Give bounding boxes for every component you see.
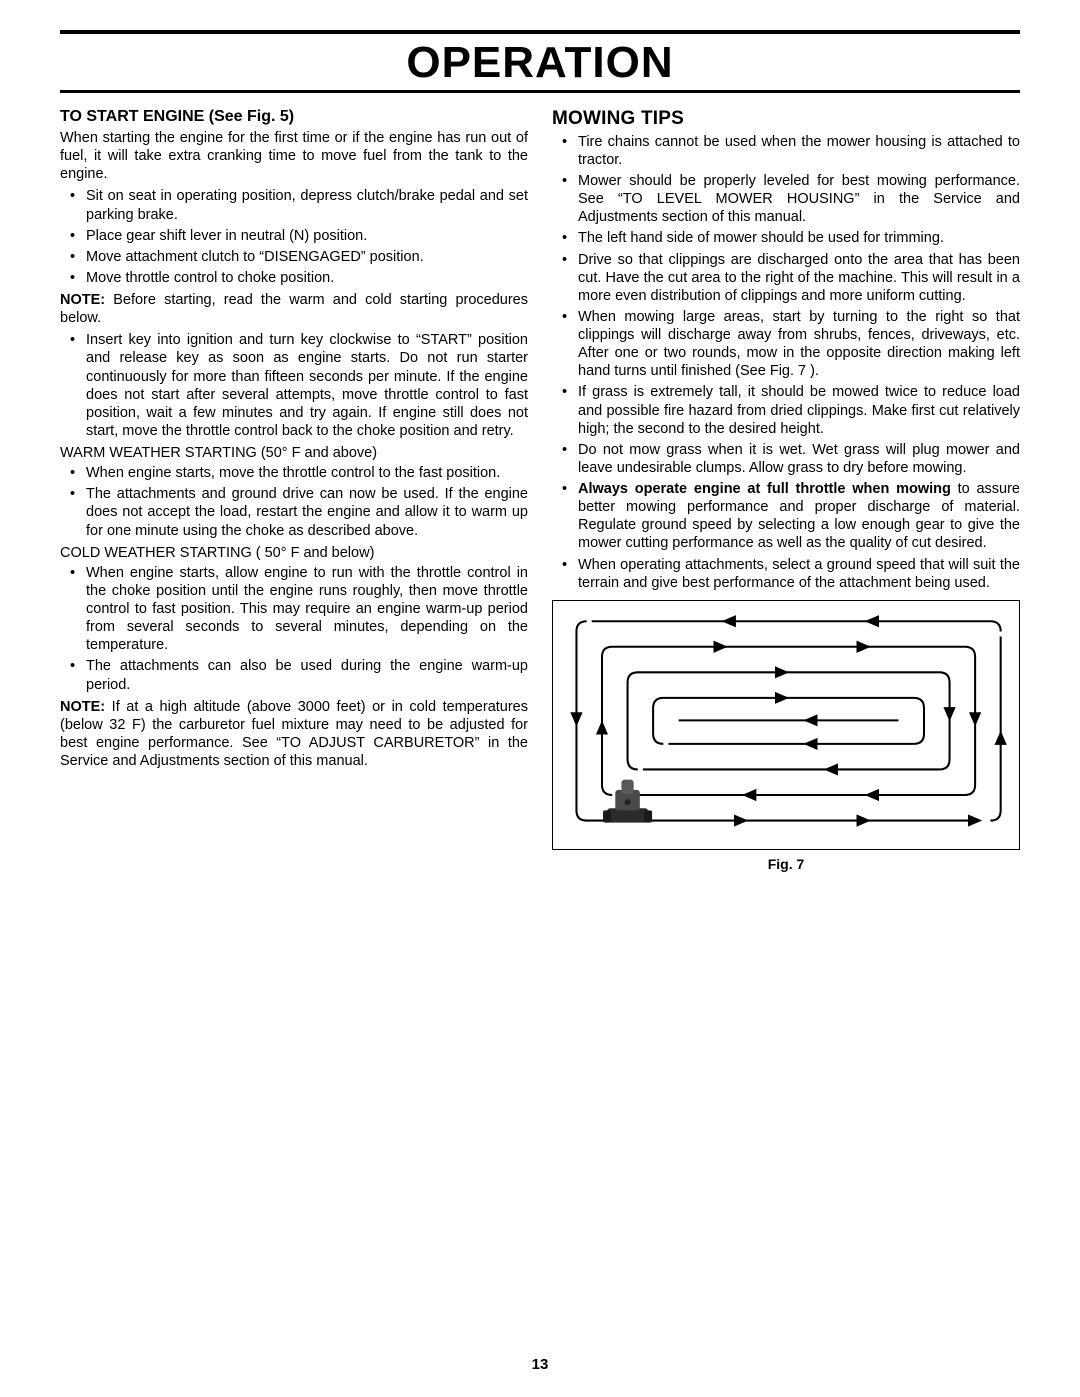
list-item: When engine starts, move the throttle co… [60,464,528,482]
list-item: Sit on seat in operating position, depre… [60,187,528,223]
cold-weather-heading: COLD WEATHER STARTING ( 50° F and below) [60,544,528,562]
start-engine-heading: TO START ENGINE (See Fig. 5) [60,107,528,127]
tip-bold: Always operate engine at full throttle w… [578,481,951,497]
list-item: The left hand side of mower should be us… [552,229,1020,247]
list-item: The attachments can also be used during … [60,657,528,693]
right-column: MOWING TIPS Tire chains cannot be used w… [552,107,1020,873]
list-item: Drive so that clippings are discharged o… [552,251,1020,305]
mower-icon [603,779,652,822]
list-item: Always operate engine at full throttle w… [552,480,1020,553]
list-item: Tire chains cannot be used when the mowe… [552,133,1020,169]
list-item: Insert key into ignition and turn key cl… [60,331,528,440]
two-column-layout: TO START ENGINE (See Fig. 5) When starti… [60,107,1020,873]
list-item: When engine starts, allow engine to run … [60,564,528,655]
top-rule [60,30,1020,34]
list-item: When operating attachments, select a gro… [552,556,1020,592]
list-item: Place gear shift lever in neutral (N) po… [60,227,528,245]
note-paragraph: NOTE: Before starting, read the warm and… [60,291,528,327]
page-number: 13 [0,1356,1080,1373]
warm-weather-list: When engine starts, move the throttle co… [60,464,528,540]
note-text: If at a high altitude (above 3000 feet) … [60,699,528,769]
mowing-tips-list: Tire chains cannot be used when the mowe… [552,133,1020,592]
list-item: Mower should be properly leveled for bes… [552,172,1020,226]
page-title: OPERATION [60,38,1020,88]
figure-caption: Fig. 7 [552,856,1020,874]
left-column: TO START ENGINE (See Fig. 5) When starti… [60,107,528,873]
list-item: Move throttle control to choke position. [60,269,528,287]
list-item: Do not mow grass when it is wet. Wet gra… [552,441,1020,477]
note-text: Before starting, read the warm and cold … [60,292,528,326]
list-item: When mowing large areas, start by turnin… [552,308,1020,381]
start-steps-list: Sit on seat in operating position, depre… [60,187,528,287]
note-label: NOTE: [60,699,105,715]
start-intro: When starting the engine for the first t… [60,129,528,183]
mowing-tips-heading: MOWING TIPS [552,107,1020,131]
mowing-pattern-diagram [561,611,1011,841]
note2-paragraph: NOTE: If at a high altitude (above 3000 … [60,698,528,771]
cold-weather-list: When engine starts, allow engine to run … [60,564,528,694]
list-item: The attachments and ground drive can now… [60,485,528,539]
figure-7-box [552,600,1020,850]
bottom-rule [60,90,1020,93]
warm-weather-heading: WARM WEATHER STARTING (50° F and above) [60,444,528,462]
note-label: NOTE: [60,292,105,308]
insert-key-list: Insert key into ignition and turn key cl… [60,331,528,440]
list-item: If grass is extremely tall, it should be… [552,383,1020,437]
list-item: Move attachment clutch to “DISENGAGED” p… [60,248,528,266]
